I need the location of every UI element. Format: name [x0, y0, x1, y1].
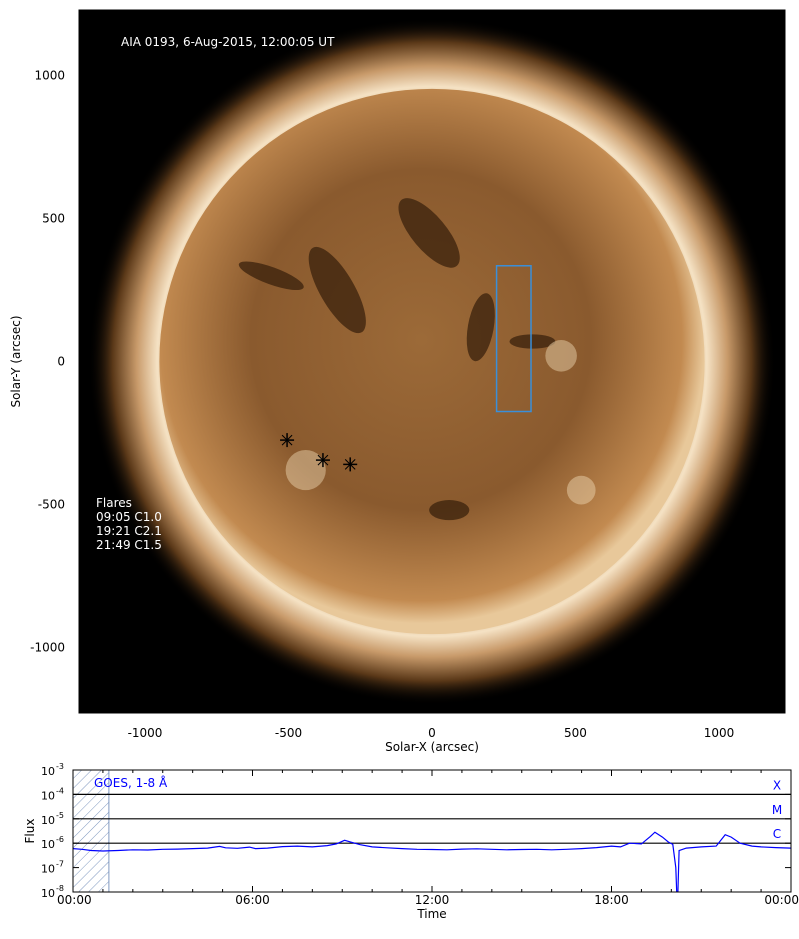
- flare-marker: [280, 433, 295, 448]
- image-y-ticks: 1000 500 0 -500 -1000: [30, 18, 785, 705]
- goes-y-ticks: 10-310-410-510-610-710-8: [41, 762, 791, 900]
- x-tick-label: 0: [428, 726, 436, 740]
- y-tick-label: 10: [41, 765, 55, 778]
- dark-region: [466, 293, 495, 362]
- flares-item: 19:21 C2.1: [96, 524, 162, 538]
- image-x-axis-label: Solar-X (arcsec): [385, 740, 479, 754]
- solar-disk: [159, 88, 705, 635]
- y-tick-exponent: -5: [56, 811, 64, 820]
- goes-class-labels: XMC: [772, 778, 782, 841]
- y-tick-label: -500: [38, 497, 65, 511]
- goes-title: GOES, 1-8 Å: [94, 775, 168, 790]
- image-y-axis-label: Solar-Y (arcsec): [9, 315, 23, 407]
- bright-region: [545, 340, 577, 372]
- goes-x-axis-label: Time: [416, 907, 446, 921]
- x-tick-label: 500: [564, 726, 587, 740]
- y-tick-label: 500: [42, 212, 65, 226]
- y-tick-label: 10: [41, 838, 55, 851]
- x-tick-label: 1000: [704, 726, 735, 740]
- image-title: AIA 0193, 6-Aug-2015, 12:00:05 UT: [121, 35, 335, 49]
- flares-label: Flares 09:05 C1.0 19:21 C2.1 21:49 C1.5: [96, 496, 162, 552]
- x-tick-label: 18:00: [594, 893, 629, 907]
- y-tick-label: 0: [57, 355, 65, 369]
- y-tick-exponent: -3: [56, 762, 64, 771]
- dark-region: [509, 334, 556, 349]
- goes-flux-series: [73, 831, 791, 892]
- aia-panel: AIA 0193, 6-Aug-2015, 12:00:05 UT Flares…: [9, 9, 786, 754]
- dark-region: [308, 246, 366, 334]
- class-level-label: X: [773, 778, 781, 792]
- x-tick-label: -1000: [128, 726, 163, 740]
- y-tick-label: 10: [41, 789, 55, 802]
- x-tick-label: 00:00: [764, 893, 799, 907]
- dark-region: [398, 198, 460, 268]
- y-tick-exponent: -7: [56, 860, 64, 869]
- y-tick-label: 10: [41, 814, 55, 827]
- goes-y-axis-label: Flux: [23, 819, 37, 844]
- goes-shaded-interval: [72, 769, 110, 893]
- flare-marker: [315, 453, 330, 468]
- flare-markers: [280, 433, 358, 472]
- class-level-label: C: [773, 827, 781, 841]
- goes-panel: GOES, 1-8 Å XMC 00:00 06:00 12:00 18:00 00:0…: [23, 762, 799, 921]
- flares-heading: Flares: [96, 496, 132, 510]
- x-tick-label: 12:00: [415, 893, 450, 907]
- y-tick-label: -1000: [30, 640, 65, 654]
- flares-item: 09:05 C1.0: [96, 510, 162, 524]
- y-tick-exponent: -6: [56, 835, 64, 844]
- y-tick-label: 10: [41, 863, 55, 876]
- flares-item: 21:49 C1.5: [96, 538, 162, 552]
- y-tick-label: 10: [41, 887, 55, 900]
- x-tick-label: 00:00: [57, 893, 92, 907]
- image-x-ticks: -1000 -500 0 500 1000: [87, 10, 777, 740]
- x-tick-label: -500: [275, 726, 302, 740]
- dark-region: [429, 500, 470, 521]
- y-tick-label: 1000: [34, 69, 65, 83]
- class-level-label: M: [772, 803, 782, 817]
- y-tick-exponent: -8: [56, 884, 64, 893]
- x-tick-label: 06:00: [235, 893, 270, 907]
- goes-plot-area: [73, 770, 791, 892]
- roi-box: [495, 265, 532, 413]
- flare-marker: [343, 457, 358, 472]
- bright-region: [285, 450, 326, 491]
- dark-region: [238, 261, 304, 291]
- y-tick-exponent: -4: [56, 786, 64, 795]
- bright-region: [566, 475, 596, 505]
- goes-x-ticks: 00:00 06:00 12:00 18:00 00:00: [57, 770, 799, 907]
- coronal-hole-features: [238, 198, 596, 521]
